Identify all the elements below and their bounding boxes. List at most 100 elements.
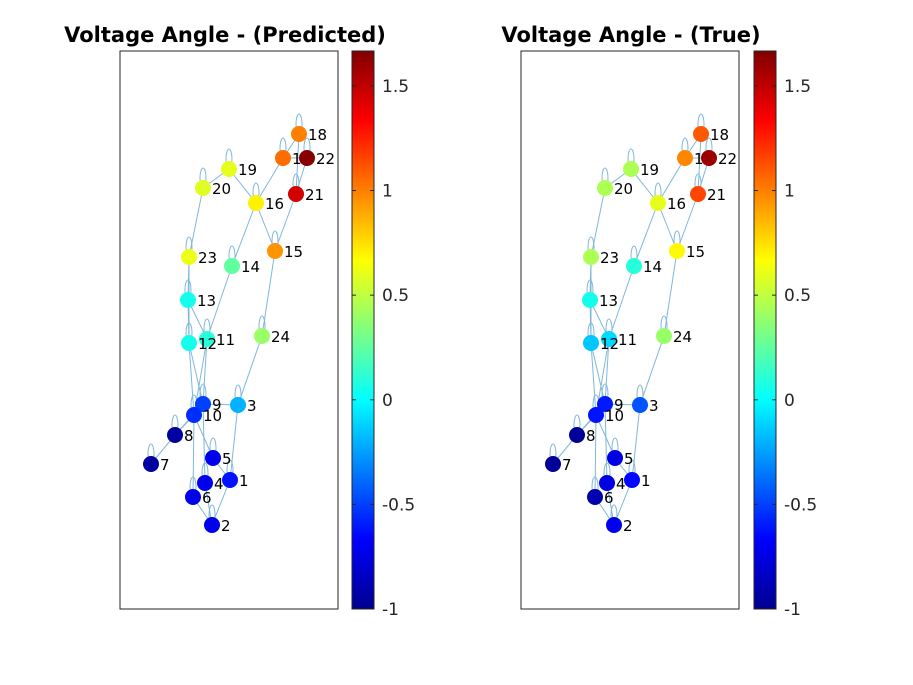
edge-11-14 xyxy=(206,265,233,340)
colorbar-frame xyxy=(753,50,777,610)
plot-frame xyxy=(119,50,339,610)
edge-10-12 xyxy=(188,342,195,416)
edge-16-17 xyxy=(255,157,284,204)
edge-20-23 xyxy=(590,187,606,258)
node-label-2: 2 xyxy=(623,517,633,535)
colorbar: -1 -0.5 0 0.5 1 1.5 xyxy=(753,50,817,620)
colorbar: -1 -0.5 0 0.5 1 1.5 xyxy=(351,50,415,620)
node-16 xyxy=(650,195,666,211)
chart-title: Voltage Angle - (True) xyxy=(501,23,760,47)
node-12 xyxy=(583,335,599,351)
node-20 xyxy=(195,180,211,196)
colorbar-tick-label: -1 xyxy=(784,600,801,620)
node-5 xyxy=(205,450,221,466)
node-10 xyxy=(186,407,202,423)
edge-1-3 xyxy=(631,404,641,481)
node-label-24: 24 xyxy=(673,328,692,346)
node-label-5: 5 xyxy=(624,450,634,468)
edge-1-3 xyxy=(229,404,239,481)
node-label-21: 21 xyxy=(305,186,324,204)
edge-9-11 xyxy=(202,338,208,405)
edge-20-23 xyxy=(188,187,204,258)
node-label-18: 18 xyxy=(710,126,729,144)
node-18 xyxy=(291,126,307,142)
node-label-9: 9 xyxy=(614,396,624,414)
node-label-16: 16 xyxy=(265,195,284,213)
node-label-15: 15 xyxy=(284,243,303,261)
edge-18-21 xyxy=(697,133,702,195)
node-label-22: 22 xyxy=(316,150,335,168)
colorbar-tick-label: 0.5 xyxy=(784,286,811,306)
node-label-23: 23 xyxy=(198,249,217,267)
node-7 xyxy=(545,456,561,472)
node-label-4: 4 xyxy=(214,475,224,493)
colorbar-tick-label: 0.5 xyxy=(382,286,409,306)
node-22 xyxy=(701,150,717,166)
panel-predicted: Voltage Angle - (Predicted) 123456789101… xyxy=(64,23,415,620)
node-11 xyxy=(199,331,215,347)
node-label-8: 8 xyxy=(184,427,194,445)
node-11 xyxy=(601,331,617,347)
plot-frame xyxy=(520,50,740,610)
node-label-23: 23 xyxy=(600,249,619,267)
node-label-11: 11 xyxy=(216,331,235,349)
node-5 xyxy=(607,450,623,466)
node-22 xyxy=(299,150,315,166)
colorbar-tick-label: -0.5 xyxy=(382,495,415,515)
node-label-6: 6 xyxy=(604,489,614,507)
node-label-10: 10 xyxy=(203,407,222,425)
colorbar-ticks: -1 -0.5 0 0.5 1 1.5 xyxy=(754,77,817,620)
node-label-13: 13 xyxy=(197,292,216,310)
edge-18-21 xyxy=(295,133,300,195)
node-1 xyxy=(624,472,640,488)
node-13 xyxy=(582,292,598,308)
node-label-8: 8 xyxy=(586,427,596,445)
colorbar-tick-label: 0 xyxy=(784,391,795,411)
edge-16-17 xyxy=(657,157,686,204)
edge-6-10 xyxy=(192,414,195,498)
node-12 xyxy=(181,335,197,351)
node-3 xyxy=(230,397,246,413)
node-21 xyxy=(288,186,304,202)
node-18 xyxy=(693,126,709,142)
node-10 xyxy=(588,407,604,423)
node-label-4: 4 xyxy=(616,475,626,493)
node-label-15: 15 xyxy=(686,243,705,261)
colorbar-tick-label: 1 xyxy=(382,182,393,202)
node-label-18: 18 xyxy=(308,126,327,144)
node-layer: 123456789101112131415161718192021222324 xyxy=(143,126,335,535)
node-23 xyxy=(583,249,599,265)
node-14 xyxy=(224,258,240,274)
node-label-24: 24 xyxy=(271,328,290,346)
node-3 xyxy=(632,397,648,413)
node-label-7: 7 xyxy=(562,456,572,474)
node-label-1: 1 xyxy=(239,472,249,490)
node-9 xyxy=(597,396,613,412)
node-7 xyxy=(143,456,159,472)
node-8 xyxy=(167,427,183,443)
node-19 xyxy=(623,161,639,177)
node-label-21: 21 xyxy=(707,186,726,204)
node-label-2: 2 xyxy=(221,517,231,535)
node-label-7: 7 xyxy=(160,456,170,474)
node-label-12: 12 xyxy=(198,335,217,353)
node-21 xyxy=(690,186,706,202)
node-4 xyxy=(599,475,615,491)
node-layer: 123456789101112131415161718192021222324 xyxy=(545,126,737,535)
node-14 xyxy=(626,258,642,274)
edge-6-10 xyxy=(594,414,597,498)
node-6 xyxy=(587,489,603,505)
node-24 xyxy=(254,328,270,344)
node-17 xyxy=(275,150,291,166)
node-9 xyxy=(195,396,211,412)
node-19 xyxy=(221,161,237,177)
colorbar-tick-label: -0.5 xyxy=(784,495,817,515)
colorbar-gradient xyxy=(754,51,776,609)
node-label-10: 10 xyxy=(605,407,624,425)
node-label-12: 12 xyxy=(600,335,619,353)
node-label-9: 9 xyxy=(212,396,222,414)
node-15 xyxy=(669,243,685,259)
edge-14-16 xyxy=(633,202,659,267)
node-6 xyxy=(185,489,201,505)
